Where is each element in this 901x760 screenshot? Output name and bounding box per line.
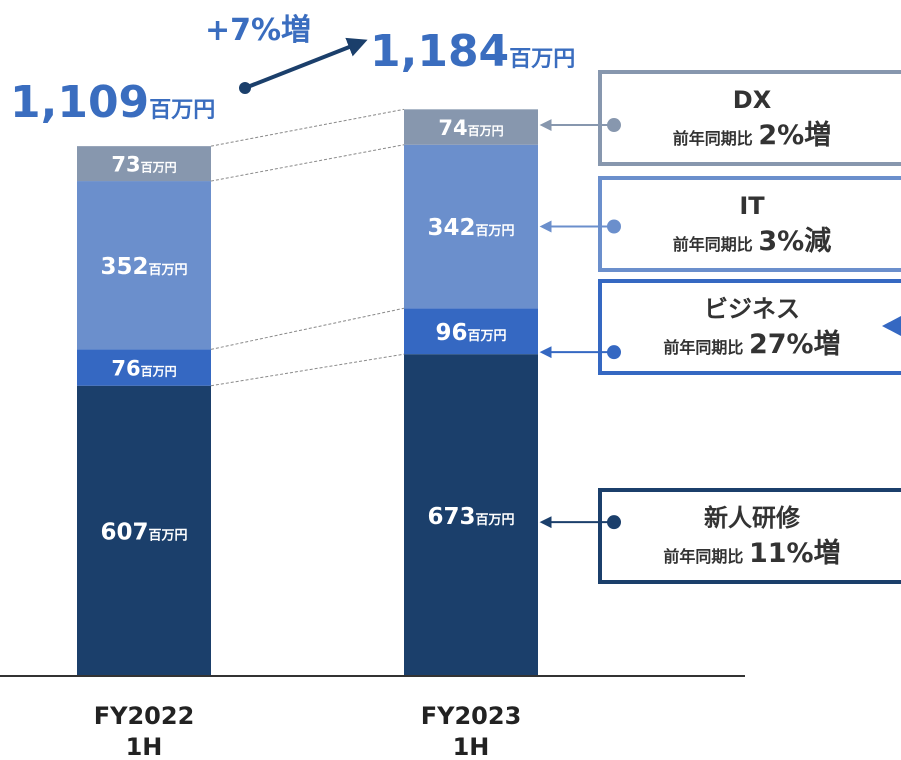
callout-title: IT: [739, 192, 765, 220]
category-labels: FY2022 1H FY2023 1H: [94, 702, 522, 760]
bar-segment-DX-1: [404, 109, 538, 145]
total-labels: 1,109百万円 1,184百万円: [10, 26, 575, 128]
segment-label-新人研修-0: 607百万円: [100, 520, 187, 546]
connector-line: [210, 144, 405, 182]
segment-label-IT-1: 342百万円: [427, 215, 514, 241]
callout-box: [598, 279, 901, 375]
bar-segment-IT-0: [77, 181, 211, 350]
side-pointer-icon: [882, 316, 901, 336]
callout-change: 前年同期比 3%減: [673, 226, 831, 257]
callout-box: [598, 70, 901, 166]
total-label-1: 1,184百万円: [370, 26, 575, 77]
callout-title: ビジネス: [704, 295, 800, 323]
bar-segment-ビジネス-0: [77, 349, 211, 386]
bar-segment-DX-0: [77, 146, 211, 182]
bar-segment-IT-1: [404, 144, 538, 309]
segment-connector-lines: [210, 108, 405, 387]
bar-segment-新人研修-1: [404, 354, 538, 676]
callout-change: 前年同期比 2%増: [673, 119, 831, 151]
callout-box: [598, 176, 901, 272]
callout-title: DX: [733, 86, 772, 114]
callout-DX: DX 前年同期比 2%増: [539, 70, 901, 166]
bar-segments: [77, 109, 538, 676]
total-label-0: 1,109百万円: [10, 77, 215, 128]
segment-label-DX-1: 74百万円: [438, 116, 503, 140]
callout-title: 新人研修: [704, 504, 801, 532]
segment-label-ビジネス-1: 96百万円: [435, 320, 506, 346]
connector-line: [210, 108, 405, 147]
bar-segment-新人研修-0: [77, 385, 211, 676]
category-label-1: FY2023 1H: [421, 702, 522, 760]
growth-annotation: +7%増: [205, 13, 368, 94]
callout-change: 前年同期比 27%増: [663, 328, 840, 360]
callout-box: [598, 488, 901, 584]
segment-label-新人研修-1: 673百万円: [427, 504, 514, 530]
callout-change: 前年同期比 11%増: [663, 537, 840, 569]
segment-label-DX-0: 73百万円: [111, 153, 176, 177]
segment-label-IT-0: 352百万円: [100, 254, 187, 280]
callout-IT: IT 前年同期比 3%減: [539, 176, 901, 272]
growth-label: +7%増: [205, 13, 311, 48]
growth-arrow: [244, 37, 368, 90]
connector-line: [210, 353, 405, 387]
bar-segment-ビジネス-1: [404, 308, 538, 355]
category-label-0: FY2022 1H: [94, 702, 195, 760]
segment-label-ビジネス-0: 76百万円: [111, 357, 176, 381]
connector-line: [210, 307, 405, 350]
segment-value-labels: 607百万円 76百万円 352百万円 73百万円 673百万円 96百万円 342百万円 7…: [100, 116, 514, 546]
